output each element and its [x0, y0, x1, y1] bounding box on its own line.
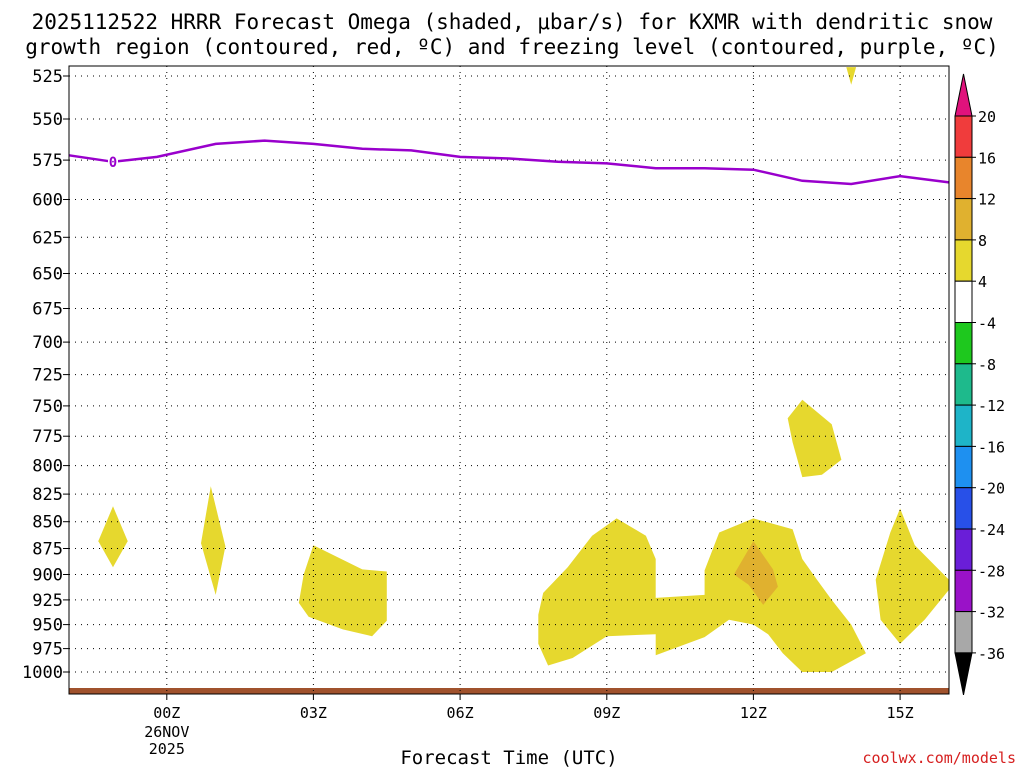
freezing-level-contour: 0	[68, 139, 950, 186]
y-tick-label-950: 950	[32, 616, 63, 636]
y-tick-label-650: 650	[32, 265, 63, 285]
y-tick-label-600: 600	[32, 191, 63, 211]
colorbar-label-7: -8	[978, 356, 996, 374]
credit-watermark: coolwx.com/models	[862, 749, 1016, 767]
colorbar-label-12: -28	[978, 562, 1005, 580]
y-tick-label-1000: 1000	[22, 663, 63, 683]
y-tick-label-825: 825	[32, 485, 63, 505]
omega-region-5	[733, 541, 778, 605]
y-tick-label-800: 800	[32, 457, 63, 477]
colorbar-bin-12	[954, 569, 973, 613]
y-tick-label-625: 625	[32, 228, 63, 248]
colorbar-bin-10	[954, 487, 973, 530]
omega-region-2	[201, 486, 226, 595]
y-tick-label-575: 575	[32, 151, 63, 171]
omega-colorbar: 20 16 12 8 4 -4 -8 -12 -16 -20 -24 -28 -32 -36	[954, 73, 1005, 695]
y-tick-label-875: 875	[32, 540, 63, 560]
chart-title: 2025112522 HRRR Forecast Omega (shaded, …	[25, 10, 999, 59]
y-tick-label-675: 675	[32, 300, 63, 320]
colorbar-label-2: 16	[978, 149, 996, 167]
x-date-label-2: 2025	[149, 740, 185, 758]
colorbar-bin-1	[954, 115, 973, 158]
colorbar-label-1: 20	[978, 108, 996, 126]
freezing-level-line	[68, 139, 950, 186]
omega-region-1	[98, 506, 128, 568]
colorbar-label-4: 8	[978, 232, 987, 250]
y-tick-label-975: 975	[32, 640, 63, 660]
y-tick-label-850: 850	[32, 513, 63, 533]
y-tick-label-925: 925	[32, 591, 63, 611]
colorbar-label-9: -16	[978, 438, 1005, 456]
x-tick-label-06Z: 06Z	[447, 704, 474, 722]
omega-region-6	[875, 508, 949, 644]
colorbar-bin-3	[954, 198, 973, 241]
omega-shaded-regions	[98, 67, 949, 672]
colorbar-label-3: 12	[978, 191, 996, 209]
omega-region-7	[787, 399, 842, 478]
colorbar-bin-6	[954, 322, 973, 365]
omega-region-3	[298, 545, 387, 637]
x-tick-label-03Z: 03Z	[300, 704, 327, 722]
y-tick-label-550: 550	[32, 110, 63, 130]
x-axis-label: Forecast Time (UTC)	[400, 747, 617, 768]
colorbar-bin-13	[954, 611, 973, 654]
freezing-level-label: 0	[109, 155, 117, 171]
y-tick-label-700: 700	[32, 333, 63, 353]
colorbar-top-triangle	[954, 73, 973, 117]
colorbar-label-5: 4	[978, 273, 987, 291]
plot-frame	[68, 65, 950, 695]
ground-surface	[69, 688, 949, 694]
colorbar-bin-8	[954, 404, 973, 447]
colorbar-bin-4	[954, 239, 973, 282]
colorbar-bin-9	[954, 445, 973, 489]
colorbar-label-11: -24	[978, 521, 1005, 539]
y-tick-label-750: 750	[32, 397, 63, 417]
colorbar-bin-11	[954, 528, 973, 571]
x-tick-label-09Z: 09Z	[593, 704, 620, 722]
x-tick-label-00Z: 00Z	[153, 704, 180, 722]
colorbar-bin-5	[954, 280, 973, 324]
y-tick-label-525: 525	[32, 67, 63, 87]
colorbar-bin-7	[954, 363, 973, 406]
colorbar-label-14: -36	[978, 645, 1005, 663]
colorbar-label-8: -12	[978, 397, 1005, 415]
colorbar-bin-2	[954, 156, 973, 200]
colorbar-bottom-triangle	[954, 652, 973, 695]
freezing-label-bg	[108, 153, 118, 169]
colorbar-label-13: -32	[978, 604, 1005, 622]
colorbar-label-6: -4	[978, 315, 996, 333]
x-tick-label-15Z: 15Z	[887, 704, 914, 722]
y-axis-pressure-ticks: 525 550 575 600 625 650 675 700 725 750 775 800 825 8…	[22, 67, 69, 683]
y-tick-label-775: 775	[32, 427, 63, 447]
y-tick-label-725: 725	[32, 366, 63, 386]
title-line-2: growth region (contoured, red, ºC) and f…	[25, 35, 999, 59]
title-line-1: 2025112522 HRRR Forecast Omega (shaded, …	[32, 10, 993, 34]
omega-region-8	[846, 67, 857, 85]
y-tick-label-900: 900	[32, 566, 63, 586]
x-tick-label-12Z: 12Z	[740, 704, 767, 722]
x-date-label-1: 26NOV	[144, 723, 189, 741]
colorbar-label-10: -20	[978, 480, 1005, 498]
omega-region-4	[538, 518, 866, 672]
